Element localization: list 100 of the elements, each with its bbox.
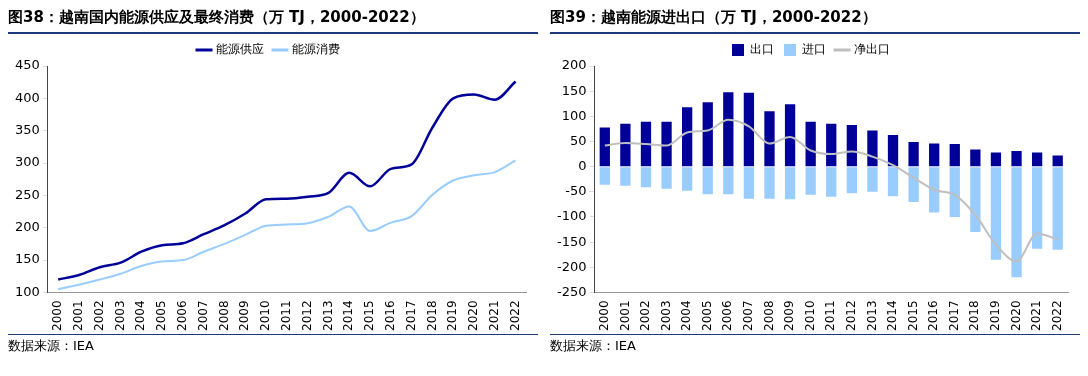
bar: [949, 144, 960, 167]
y-tick-label: 200: [561, 57, 587, 73]
x-tick-label: 2016: [382, 300, 397, 332]
y-tick-label: 300: [14, 154, 40, 170]
x-tick-label: 2000: [50, 300, 65, 332]
line-series: [56, 80, 517, 281]
line-series: [603, 118, 1059, 263]
bar: [826, 123, 837, 167]
x-tick-label: 2020: [466, 300, 481, 332]
x-tick-label: 2003: [112, 300, 127, 332]
bar: [764, 111, 775, 167]
y-tick-label: 350: [14, 122, 40, 138]
y-tick-label: 400: [14, 89, 40, 105]
bar: [784, 167, 796, 200]
x-tick-label: 2001: [71, 300, 86, 332]
bar: [990, 152, 1002, 167]
x-tick-label: 2016: [926, 300, 941, 332]
y-tick-label: -150: [556, 233, 587, 249]
bar: [723, 167, 734, 195]
bar: [682, 167, 693, 191]
x-tick-label: 2000: [596, 300, 611, 332]
x-tick-label: 2003: [658, 300, 673, 332]
bar: [990, 167, 1002, 260]
x-tick-label: 2011: [823, 300, 838, 332]
x-tick-label: 2015: [362, 300, 377, 332]
x-tick-label: 2005: [699, 300, 714, 332]
x-tick-label: 2022: [1049, 300, 1064, 332]
x-tick-label: 2009: [237, 300, 252, 332]
x-tick-label: 2009: [782, 300, 797, 332]
x-tick-label: 2007: [741, 300, 756, 332]
bar: [723, 92, 734, 167]
bar: [1052, 167, 1063, 250]
x-tick-label: 2008: [216, 300, 231, 332]
bar: [887, 134, 899, 167]
x-tick-label: 2017: [403, 300, 418, 332]
bar: [682, 107, 693, 167]
x-tick-label: 2021: [486, 300, 501, 332]
bar: [826, 167, 837, 197]
x-tick-label: 2013: [864, 300, 879, 332]
bar: [805, 121, 816, 167]
x-tick-label: 2012: [843, 300, 858, 332]
chart-title: 图39：越南能源进出口（万 TJ，2000-2022）: [550, 8, 1080, 34]
x-tick-label: 2018: [967, 300, 982, 332]
y-tick-label: -50: [565, 183, 587, 199]
x-tick-label: 2004: [679, 300, 694, 332]
bar: [846, 124, 857, 167]
y-tick-label: 50: [569, 132, 587, 148]
bar: [1011, 167, 1022, 278]
legend-label: 净出口: [854, 42, 890, 57]
bar: [620, 123, 631, 167]
bar: [784, 104, 796, 167]
x-tick-label: 2018: [424, 300, 439, 332]
y-tick-label: -100: [556, 208, 587, 224]
bar: [599, 167, 610, 185]
bar: [846, 167, 857, 194]
x-tick-label: 2017: [946, 300, 961, 332]
bar: [1031, 167, 1043, 249]
x-tick-label: 2013: [320, 300, 335, 332]
bar: [867, 167, 878, 192]
y-tick-label: 0: [578, 158, 587, 174]
x-tick-label: 2014: [341, 300, 356, 332]
x-tick-label: 2002: [638, 300, 653, 332]
y-tick-label: 200: [14, 219, 40, 235]
bar: [661, 167, 672, 189]
y-tick-label: 100: [561, 107, 587, 123]
line-series: [57, 159, 517, 291]
x-tick-label: 2011: [279, 300, 294, 332]
bar: [908, 167, 919, 202]
x-tick-label: 2010: [258, 300, 273, 332]
x-tick-label: 2001: [617, 300, 632, 332]
bar: [970, 149, 981, 167]
x-tick-label: 2007: [195, 300, 210, 332]
bar: [599, 127, 610, 167]
x-tick-label: 2019: [445, 300, 460, 332]
y-tick-label: 100: [14, 283, 40, 299]
source-note: 数据来源：IEA: [8, 338, 94, 353]
bar: [743, 92, 755, 167]
legend-label: 能源消费: [292, 42, 340, 57]
x-tick-label: 2006: [175, 300, 190, 332]
y-tick-label: -200: [556, 258, 587, 274]
chart-title: 图38：越南国内能源供应及最终消费（万 TJ，2000-2022）: [8, 8, 538, 34]
bar: [620, 167, 631, 186]
bar: [867, 130, 878, 167]
bar: [640, 167, 652, 188]
x-tick-label: 2002: [91, 300, 106, 332]
legend-label: 进口: [802, 42, 826, 57]
bar: [805, 167, 816, 195]
bar: [949, 167, 960, 217]
x-tick-label: 2021: [1029, 300, 1044, 332]
x-tick-label: 2022: [507, 300, 522, 332]
x-tick-label: 2010: [802, 300, 817, 332]
bar: [743, 167, 755, 199]
bar: [929, 143, 940, 167]
x-tick-label: 2005: [154, 300, 169, 332]
x-tick-label: 2019: [988, 300, 1003, 332]
x-tick-label: 2004: [133, 300, 148, 332]
bar: [764, 167, 775, 199]
bar: [908, 141, 919, 167]
bar: [661, 121, 672, 167]
x-tick-label: 2006: [720, 300, 735, 332]
